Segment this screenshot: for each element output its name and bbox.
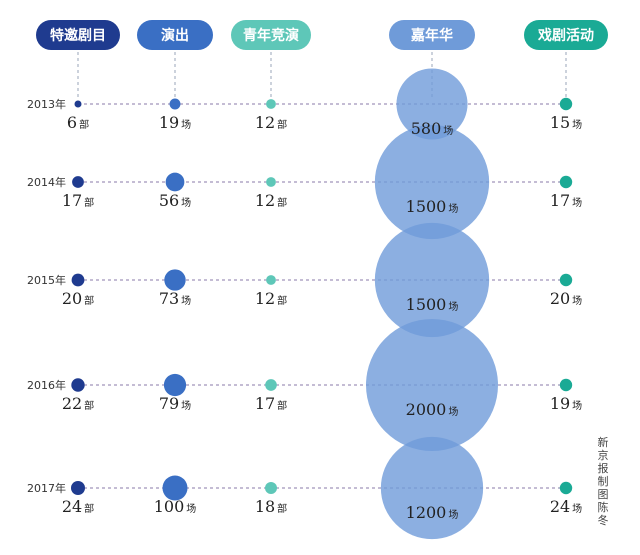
header-pill <box>137 20 213 50</box>
value-label: 24 场 <box>550 497 582 516</box>
credit-text: 新京报制图陈冬 <box>597 436 609 527</box>
year-label: 2014年 <box>27 175 66 189</box>
youth-contest-bubble <box>266 99 276 109</box>
value-label: 17 场 <box>550 191 582 210</box>
youth-contest-bubble <box>266 177 276 187</box>
performance-bubble <box>164 269 186 291</box>
header-label: 戏剧活动 <box>537 27 594 44</box>
column-headers: 特邀剧目 演出 青年竞演 嘉年华 戏剧活动 <box>36 20 608 50</box>
year-label: 2013年 <box>27 97 66 111</box>
invited-play-bubble <box>72 176 84 188</box>
invited-play-bubble <box>71 481 85 495</box>
value-label: 79 场 <box>159 394 191 413</box>
carnival-bubble <box>374 124 490 240</box>
value-label: 12 部 <box>255 289 287 308</box>
invited-play-bubble <box>74 100 82 108</box>
value-label: 580 场 <box>411 119 454 138</box>
value-label: 12 部 <box>255 191 287 210</box>
youth-contest-bubble <box>265 482 277 494</box>
value-label: 1200 场 <box>406 503 459 522</box>
header-label: 青年竞演 <box>243 27 299 44</box>
invited-play-bubble <box>71 378 85 392</box>
year-label: 2015年 <box>27 273 66 287</box>
drama-activity-bubble <box>559 378 573 392</box>
performance-bubble <box>165 172 185 192</box>
value-label: 1500 场 <box>406 295 459 314</box>
small-bubbles <box>71 97 573 501</box>
header-pill <box>524 20 608 50</box>
value-label: 19 场 <box>550 394 582 413</box>
year-label: 2016年 <box>27 378 66 392</box>
carnival-bubble <box>380 436 484 540</box>
header-label: 嘉年华 <box>410 27 453 44</box>
youth-contest-bubble <box>266 275 276 285</box>
value-label: 20 部 <box>62 289 94 308</box>
value-label: 12 部 <box>255 113 287 132</box>
drama-activity-bubble <box>559 481 573 495</box>
drama-activity-bubble <box>559 97 573 111</box>
value-label: 17 部 <box>62 191 94 210</box>
value-label: 2000 场 <box>406 400 459 419</box>
value-label: 15 场 <box>550 113 582 132</box>
header-pill <box>36 20 120 50</box>
carnival-bubble <box>374 222 490 338</box>
performance-bubble <box>169 98 181 110</box>
value-label: 56 场 <box>159 191 191 210</box>
carnival-bubble <box>396 68 468 140</box>
drama-activity-bubble <box>559 175 573 189</box>
value-label: 100 场 <box>154 497 197 516</box>
performance-bubble <box>163 373 187 397</box>
carnival-bubble <box>366 319 498 451</box>
year-label: 2017年 <box>27 481 66 495</box>
performance-bubble <box>162 475 188 501</box>
header-label: 演出 <box>161 27 189 44</box>
value-label: 1500 场 <box>406 197 459 216</box>
value-label: 17 部 <box>255 394 287 413</box>
value-labels: 2013年 2014年 2015年 2016年 2017年 6 部 17 部 20 部 22 部 24 部 1… <box>27 97 582 522</box>
header-pill <box>389 20 475 50</box>
value-label: 20 场 <box>550 289 582 308</box>
value-label: 22 部 <box>62 394 94 413</box>
carnival-bubbles <box>366 68 498 540</box>
header-label: 特邀剧目 <box>50 27 106 44</box>
value-label: 19 场 <box>159 113 191 132</box>
guide-lines <box>77 52 567 489</box>
header-pill <box>231 20 311 50</box>
value-label: 24 部 <box>62 497 94 516</box>
drama-activity-bubble <box>559 273 573 287</box>
invited-play-bubble <box>71 273 85 287</box>
value-label: 73 场 <box>159 289 191 308</box>
youth-contest-bubble <box>265 379 277 391</box>
value-label: 18 部 <box>255 497 287 516</box>
